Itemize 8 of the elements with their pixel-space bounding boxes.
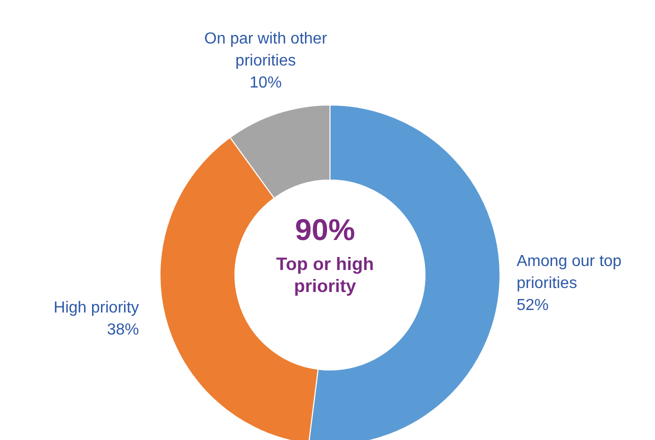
data-label: 10%	[250, 74, 282, 92]
data-label: 38%	[107, 322, 140, 339]
data-label: 52%	[516, 297, 549, 314]
text: 90%	[294, 214, 356, 247]
slice-label: Among our top priorities	[516, 253, 622, 292]
text: Top or high priority	[276, 254, 374, 296]
slice-label: High priority	[54, 300, 140, 317]
slice-label: On par with other priorities	[204, 30, 328, 70]
